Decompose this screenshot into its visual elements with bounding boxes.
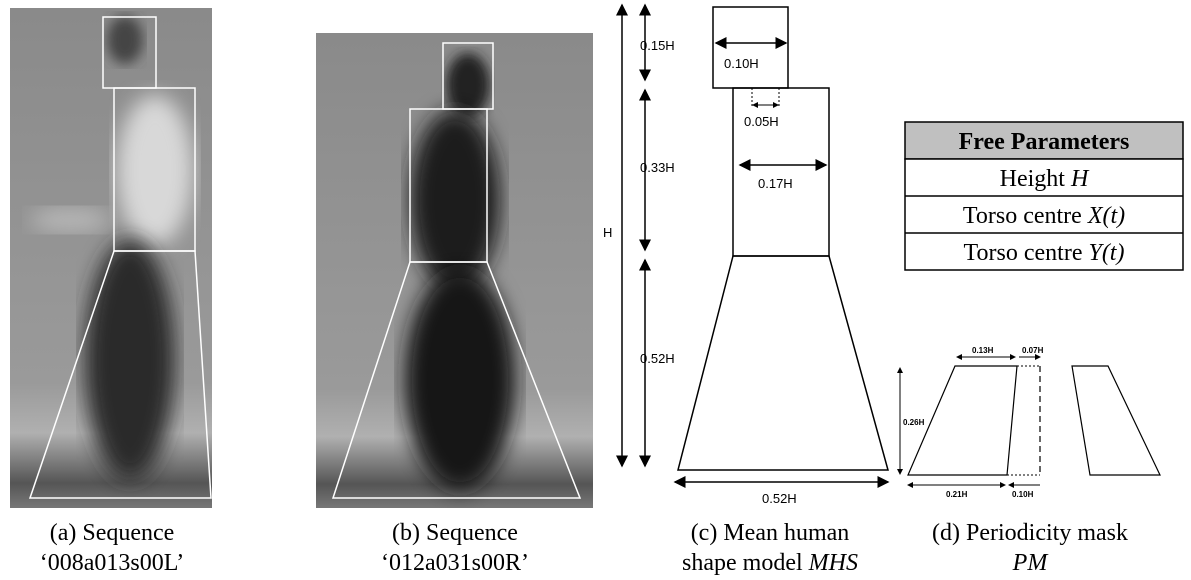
gait-image-a — [10, 8, 212, 508]
label: 0.33H — [640, 160, 675, 175]
row-variable: X(t) — [1087, 203, 1125, 229]
label: 0.05H — [744, 114, 779, 129]
row-label: Torso centre — [964, 240, 1083, 266]
label: 0.10H — [1012, 490, 1034, 499]
caption: (d) Periodicity mask — [932, 520, 1128, 546]
label: 0.17H — [758, 176, 793, 191]
caption: ‘008a013s00L’ — [40, 550, 184, 576]
row-variable: H — [1070, 166, 1090, 192]
row-label: Torso centre — [963, 203, 1082, 229]
caption: (b) Sequence — [392, 520, 518, 546]
caption: ‘012a031s00R’ — [381, 550, 529, 576]
periodicity-mask — [897, 354, 1161, 488]
label: 0.52H — [640, 351, 675, 366]
shape-model — [616, 3, 890, 488]
label: 0.26H — [903, 418, 925, 427]
label: H — [603, 225, 612, 240]
label: 0.15H — [640, 38, 675, 53]
caption-part: shape model — [682, 550, 803, 576]
row-variable: Y(t) — [1088, 240, 1124, 266]
label: 0.52H — [762, 491, 797, 506]
label: 0.07H — [1022, 346, 1044, 355]
table-header: Free Parameters — [959, 129, 1130, 155]
label: 0.13H — [972, 346, 994, 355]
label: 0.10H — [724, 56, 759, 71]
caption-part: MHS — [808, 550, 858, 576]
row-label: Height — [1000, 166, 1066, 192]
parameter-table: Free Parameters Height H Torso centre X(… — [904, 121, 1184, 271]
overlay-a — [28, 16, 212, 499]
table-row: Torso centre Y(t) — [964, 240, 1125, 266]
caption: shape model MHS — [682, 550, 858, 576]
overlay-b — [331, 42, 582, 499]
gait-image-b — [316, 33, 593, 508]
table-row: Height H — [1000, 166, 1090, 192]
table-row: Torso centre X(t) — [963, 203, 1125, 229]
caption: (c) Mean human — [691, 520, 850, 546]
caption: (a) Sequence — [50, 520, 175, 546]
label: 0.21H — [946, 490, 968, 499]
caption: PM — [1012, 550, 1050, 576]
